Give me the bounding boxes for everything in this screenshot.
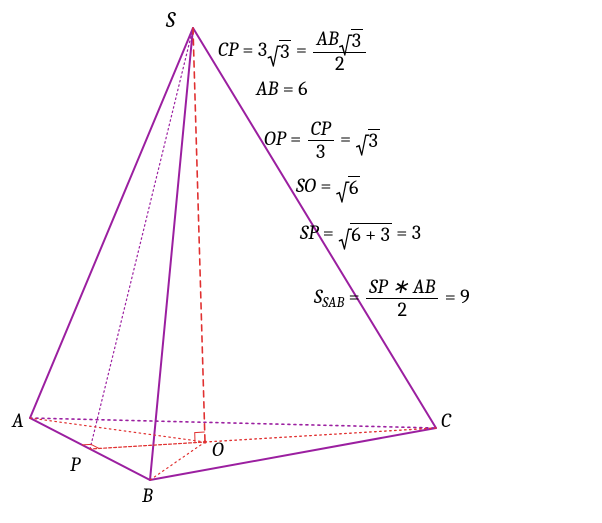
eq5-tail: 3 [412,221,421,244]
svg-text:O: O [212,438,224,461]
equation-ab: AB = 6 [256,78,308,100]
eq1-num-a: AB [316,27,338,50]
eq6-den: 2 [366,298,438,321]
eq2-lhs: AB [256,77,278,100]
eq5-lhs: SP [300,221,318,244]
eq6-num: SP ∗ AB [366,276,438,298]
equation-ssab: SSAB = SP ∗ AB 2 = 9 [314,276,470,321]
svg-text:B: B [141,484,153,507]
eq3-tailrad: 3 [368,129,380,152]
equation-cp: CP = 3√3 = AB√3 2 [218,28,368,75]
eq2-rhs: 6 [298,77,307,100]
eq3-num: CP [308,118,334,140]
eq1-num-rad: 3 [351,29,363,52]
svg-text:A: A [11,409,24,432]
eq6-tail: 9 [460,285,470,308]
eq1-midrad: 3 [279,40,291,63]
eq4-lhs: SO [296,174,316,197]
svg-text:P: P [70,453,81,476]
eq3-den: 3 [308,140,334,163]
eq1-midval: 3 [258,38,267,61]
eq3-lhs: OP [264,127,286,150]
eq1-lhs: CP [218,38,238,61]
equation-sp: SP = √6 + 3 = 3 [300,222,421,246]
eq6-sub: SAB [322,294,344,311]
eq5-rad: 6 + 3 [350,223,392,246]
equation-op: OP = CP 3 = √3 [264,118,380,163]
svg-text:C: C [441,409,452,432]
svg-text:S: S [165,7,176,33]
equation-so: SO = √6 [296,175,360,199]
eq4-rad: 6 [348,176,360,199]
